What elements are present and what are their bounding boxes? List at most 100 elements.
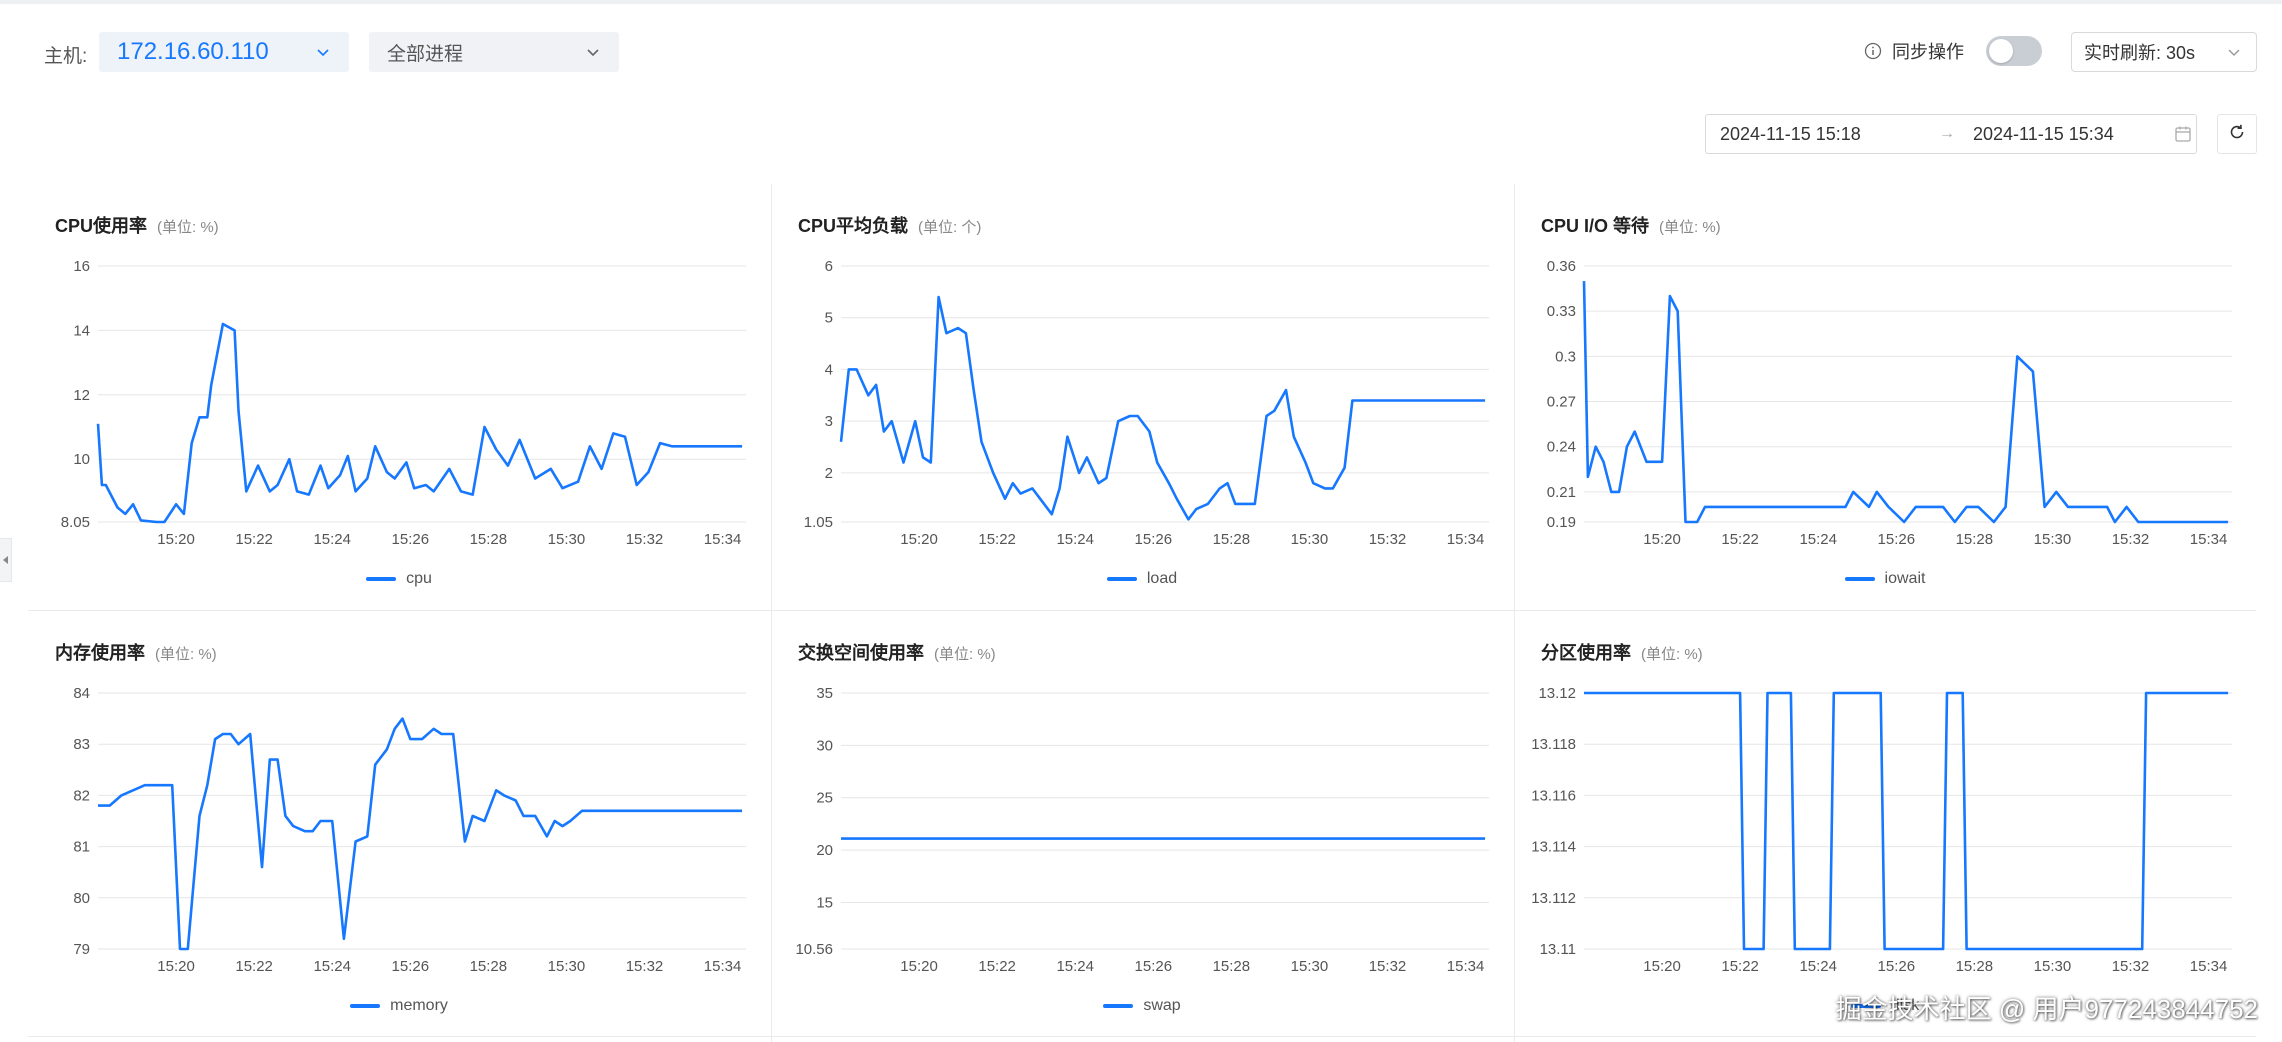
info-icon[interactable] bbox=[1864, 42, 1882, 60]
refresh-value: 实时刷新: 30s bbox=[2084, 43, 2196, 63]
series-line-disk bbox=[1584, 691, 2229, 951]
y-tick-label: 35 bbox=[816, 685, 833, 702]
legend-label: cpu bbox=[406, 570, 432, 587]
x-tick-label: 15:20 bbox=[157, 958, 195, 975]
x-tick-label: 15:20 bbox=[1643, 531, 1681, 548]
chart-legend[interactable]: iowait bbox=[1514, 570, 2256, 588]
y-tick-label: 14 bbox=[73, 322, 90, 339]
y-tick-label: 2 bbox=[825, 465, 833, 482]
x-tick-label: 15:34 bbox=[2190, 531, 2228, 548]
range-start-input[interactable]: 2024-11-15 15:18 bbox=[1720, 123, 1861, 144]
x-tick-label: 15:20 bbox=[157, 531, 195, 548]
y-tick-label: 13.118 bbox=[1531, 736, 1576, 753]
y-tick-label: 84 bbox=[73, 685, 90, 702]
x-tick-label: 15:28 bbox=[1956, 531, 1994, 548]
reload-icon bbox=[2228, 123, 2246, 146]
x-tick-label: 15:22 bbox=[978, 958, 1016, 975]
series-line-cpu bbox=[96, 322, 743, 524]
auto-refresh-select[interactable]: 实时刷新: 30s bbox=[2071, 32, 2257, 72]
y-tick-label: 12 bbox=[73, 387, 90, 404]
y-tick-label: 15 bbox=[816, 894, 833, 911]
legend-swatch bbox=[1103, 1004, 1134, 1008]
legend-swatch bbox=[1850, 1004, 1881, 1008]
chart-svg: 10.56 15 20 25 30 35 15:20 15:22 15:24 15:26 15:28… bbox=[795, 685, 1489, 975]
x-tick-label: 15:28 bbox=[470, 958, 508, 975]
x-tick-label: 15:26 bbox=[1135, 531, 1173, 548]
sync-toggle[interactable] bbox=[1986, 36, 2042, 66]
process-select[interactable]: 全部进程 bbox=[369, 32, 619, 72]
x-tick-label: 15:24 bbox=[313, 531, 351, 548]
calendar-icon[interactable] bbox=[2173, 124, 2193, 144]
chart-panel-iowait: CPU I/O 等待 (单位: %) 0.19 0.21 0.24 0.27 0.3 0.3… bbox=[1514, 184, 2256, 610]
y-tick-label: 13.116 bbox=[1531, 787, 1576, 804]
x-tick-label: 15:20 bbox=[900, 531, 938, 548]
chart-legend[interactable]: memory bbox=[28, 997, 770, 1015]
process-value: 全部进程 bbox=[387, 43, 464, 65]
chevron-down-icon bbox=[315, 44, 331, 60]
legend-swatch bbox=[1106, 577, 1137, 581]
y-tick-label: 10 bbox=[73, 451, 90, 468]
y-tick-label: 82 bbox=[73, 787, 90, 804]
legend-label: iowait bbox=[1884, 570, 1926, 587]
chart-panel-load: CPU平均负载 (单位: 个) 1.05 2 3 4 5 6 15:20 15:22 15:24 1… bbox=[771, 184, 1513, 610]
series-line-load bbox=[839, 295, 1486, 521]
sync-label: 同步操作 bbox=[1892, 42, 1964, 62]
range-end-input[interactable]: 2024-11-15 15:34 bbox=[1973, 123, 2114, 144]
chart-title-text: 交换空间使用率 bbox=[798, 643, 924, 663]
legend-label: load bbox=[1146, 570, 1178, 587]
x-tick-label: 15:20 bbox=[900, 958, 938, 975]
x-tick-label: 15:22 bbox=[235, 958, 273, 975]
chart-svg: 13.11 13.112 13.114 13.116 13.118 13.12 15:20 1… bbox=[1531, 685, 2232, 975]
chart-svg: 0.19 0.21 0.24 0.27 0.3 0.33 0.36 15:20 15:22 15:… bbox=[1547, 258, 2232, 548]
grid-divider bbox=[28, 610, 2256, 611]
x-tick-label: 15:30 bbox=[1291, 958, 1329, 975]
x-tick-label: 15:24 bbox=[1056, 958, 1094, 975]
x-tick-label: 15:30 bbox=[1291, 531, 1329, 548]
watermark: 掘金技术社区 @ 用户977243844752 bbox=[1835, 994, 2258, 1024]
y-tick-label: 0.36 bbox=[1547, 258, 1576, 275]
x-tick-label: 15:24 bbox=[1056, 531, 1094, 548]
chart-svg: 79 80 81 82 83 84 15:20 15:22 15:24 15:26 15:28 15:… bbox=[73, 685, 746, 975]
host-select[interactable]: 172.16.60.110 bbox=[99, 32, 349, 72]
chart-title-text: CPU平均负载 bbox=[798, 216, 909, 236]
range-arrow: → bbox=[1939, 125, 1955, 142]
x-tick-label: 15:30 bbox=[2034, 531, 2072, 548]
top-border bbox=[0, 0, 2282, 4]
chevron-down-icon bbox=[2226, 44, 2242, 60]
chart-legend[interactable]: swap bbox=[771, 997, 1513, 1015]
chart-panel-disk: 分区使用率 (单位: %) 13.11 13.112 13.114 13.116 13.1… bbox=[1514, 611, 2256, 1037]
reload-button[interactable] bbox=[2217, 114, 2257, 154]
legend-swatch bbox=[350, 1004, 381, 1008]
sidebar-collapse-handle[interactable] bbox=[0, 538, 12, 582]
x-tick-label: 15:34 bbox=[704, 958, 742, 975]
y-tick-label: 25 bbox=[816, 790, 833, 807]
x-tick-label: 15:28 bbox=[1213, 958, 1251, 975]
chart-legend[interactable]: disk bbox=[1514, 997, 2256, 1015]
x-tick-label: 15:32 bbox=[1369, 531, 1407, 548]
y-tick-label: 79 bbox=[73, 941, 90, 958]
y-tick-label: 0.33 bbox=[1547, 303, 1576, 320]
grid-divider bbox=[28, 1036, 2256, 1037]
chart-unit: (单位: 个) bbox=[918, 219, 982, 236]
x-tick-label: 15:30 bbox=[548, 531, 586, 548]
y-tick-label: 0.24 bbox=[1547, 439, 1576, 456]
chart-title-text: CPU使用率 bbox=[55, 216, 148, 236]
y-tick-label: 0.3 bbox=[1555, 348, 1576, 365]
x-tick-label: 15:24 bbox=[1799, 531, 1837, 548]
chart-legend[interactable]: cpu bbox=[28, 570, 770, 588]
chart-legend[interactable]: load bbox=[771, 570, 1513, 588]
legend-label: disk bbox=[1890, 997, 1920, 1014]
y-tick-label: 0.27 bbox=[1547, 394, 1576, 411]
legend-label: memory bbox=[390, 997, 448, 1014]
legend-label: swap bbox=[1143, 997, 1181, 1014]
grid-divider bbox=[1514, 184, 1515, 1042]
chart-unit: (单位: %) bbox=[934, 646, 996, 663]
y-tick-label: 80 bbox=[73, 890, 90, 907]
host-value: 172.16.60.110 bbox=[117, 38, 269, 65]
chart-title-text: CPU I/O 等待 bbox=[1541, 216, 1650, 236]
y-tick-label: 20 bbox=[816, 842, 833, 859]
chart-panel-cpu: CPU使用率 (单位: %) 8.05 10 12 14 16 15:20 15:22 15:2… bbox=[28, 184, 770, 610]
chart-unit: (单位: %) bbox=[1641, 646, 1703, 663]
x-tick-label: 15:28 bbox=[1213, 531, 1251, 548]
chart-title: CPU I/O 等待 (单位: %) bbox=[1541, 212, 1721, 238]
